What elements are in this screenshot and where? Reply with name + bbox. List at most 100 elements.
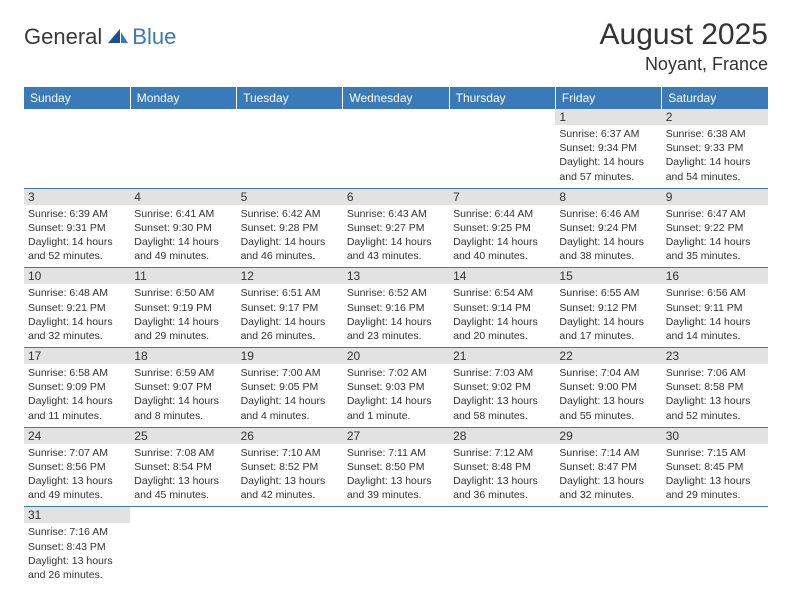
day-number: 24: [24, 428, 130, 444]
cell-sunrise: Sunrise: 6:58 AM: [28, 366, 126, 380]
cell-sunset: Sunset: 9:05 PM: [241, 380, 339, 394]
cell-sunset: Sunset: 9:11 PM: [666, 301, 764, 315]
day-number: 27: [343, 428, 449, 444]
calendar-cell: 6Sunrise: 6:43 AMSunset: 9:27 PMDaylight…: [343, 188, 449, 268]
calendar-row: 10Sunrise: 6:48 AMSunset: 9:21 PMDayligh…: [24, 268, 768, 348]
day-number: 17: [24, 348, 130, 364]
calendar-cell: 27Sunrise: 7:11 AMSunset: 8:50 PMDayligh…: [343, 427, 449, 507]
cell-dl1: Daylight: 14 hours: [666, 235, 764, 249]
cell-dl2: and 38 minutes.: [559, 249, 657, 263]
day-number: 31: [24, 507, 130, 523]
day-header: Sunday: [24, 87, 130, 109]
cell-dl1: Daylight: 13 hours: [559, 394, 657, 408]
calendar-row: 1Sunrise: 6:37 AMSunset: 9:34 PMDaylight…: [24, 109, 768, 188]
calendar-cell: [449, 507, 555, 586]
day-number: 20: [343, 348, 449, 364]
cell-dl1: Daylight: 14 hours: [134, 315, 232, 329]
cell-dl2: and 52 minutes.: [666, 409, 764, 423]
cell-dl1: Daylight: 13 hours: [28, 554, 126, 568]
cell-sunset: Sunset: 9:28 PM: [241, 221, 339, 235]
cell-sunset: Sunset: 9:34 PM: [559, 141, 657, 155]
day-header: Monday: [130, 87, 236, 109]
day-header: Thursday: [449, 87, 555, 109]
day-number: 25: [130, 428, 236, 444]
day-header: Tuesday: [237, 87, 343, 109]
calendar-cell: [449, 109, 555, 188]
calendar-cell: 31Sunrise: 7:16 AMSunset: 8:43 PMDayligh…: [24, 507, 130, 586]
day-number: 19: [237, 348, 343, 364]
month-title: August 2025: [600, 18, 768, 52]
cell-dl1: Daylight: 13 hours: [28, 474, 126, 488]
cell-dl2: and 32 minutes.: [28, 329, 126, 343]
calendar-cell: 12Sunrise: 6:51 AMSunset: 9:17 PMDayligh…: [237, 268, 343, 348]
cell-dl2: and 54 minutes.: [666, 170, 764, 184]
cell-sunrise: Sunrise: 7:10 AM: [241, 446, 339, 460]
calendar-cell: 16Sunrise: 6:56 AMSunset: 9:11 PMDayligh…: [662, 268, 768, 348]
cell-sunrise: Sunrise: 6:39 AM: [28, 207, 126, 221]
cell-sunrise: Sunrise: 6:51 AM: [241, 286, 339, 300]
cell-dl2: and 26 minutes.: [241, 329, 339, 343]
day-number: 2: [662, 109, 768, 125]
location-label: Noyant, France: [600, 54, 768, 75]
calendar-cell: [130, 109, 236, 188]
cell-sunrise: Sunrise: 7:11 AM: [347, 446, 445, 460]
logo: General Blue: [24, 24, 176, 50]
calendar-row: 17Sunrise: 6:58 AMSunset: 9:09 PMDayligh…: [24, 348, 768, 428]
day-number: 7: [449, 189, 555, 205]
page-header: General Blue August 2025 Noyant, France: [0, 0, 792, 83]
cell-dl1: Daylight: 13 hours: [666, 474, 764, 488]
cell-sunset: Sunset: 9:17 PM: [241, 301, 339, 315]
day-number: 14: [449, 268, 555, 284]
day-number: 13: [343, 268, 449, 284]
cell-dl1: Daylight: 14 hours: [134, 235, 232, 249]
calendar-cell: [343, 507, 449, 586]
calendar-cell: [555, 507, 661, 586]
cell-sunset: Sunset: 9:22 PM: [666, 221, 764, 235]
cell-dl1: Daylight: 14 hours: [347, 235, 445, 249]
calendar-cell: 21Sunrise: 7:03 AMSunset: 9:02 PMDayligh…: [449, 348, 555, 428]
day-number: 23: [662, 348, 768, 364]
calendar-cell: 14Sunrise: 6:54 AMSunset: 9:14 PMDayligh…: [449, 268, 555, 348]
day-number: 15: [555, 268, 661, 284]
day-header-row: SundayMondayTuesdayWednesdayThursdayFrid…: [24, 87, 768, 109]
cell-sunset: Sunset: 9:02 PM: [453, 380, 551, 394]
cell-sunset: Sunset: 9:00 PM: [559, 380, 657, 394]
day-number: 10: [24, 268, 130, 284]
cell-sunset: Sunset: 8:45 PM: [666, 460, 764, 474]
cell-dl2: and 42 minutes.: [241, 488, 339, 502]
calendar-cell: [343, 109, 449, 188]
calendar-cell: 10Sunrise: 6:48 AMSunset: 9:21 PMDayligh…: [24, 268, 130, 348]
day-number: 3: [24, 189, 130, 205]
cell-dl2: and 36 minutes.: [453, 488, 551, 502]
day-number: 5: [237, 189, 343, 205]
calendar-cell: 24Sunrise: 7:07 AMSunset: 8:56 PMDayligh…: [24, 427, 130, 507]
day-number: 21: [449, 348, 555, 364]
cell-sunset: Sunset: 8:58 PM: [666, 380, 764, 394]
cell-sunrise: Sunrise: 6:42 AM: [241, 207, 339, 221]
cell-dl2: and 26 minutes.: [28, 568, 126, 582]
cell-sunset: Sunset: 9:19 PM: [134, 301, 232, 315]
calendar-cell: 17Sunrise: 6:58 AMSunset: 9:09 PMDayligh…: [24, 348, 130, 428]
cell-dl1: Daylight: 14 hours: [241, 315, 339, 329]
calendar-cell: 23Sunrise: 7:06 AMSunset: 8:58 PMDayligh…: [662, 348, 768, 428]
day-number: 29: [555, 428, 661, 444]
calendar-cell: [130, 507, 236, 586]
cell-sunrise: Sunrise: 6:38 AM: [666, 127, 764, 141]
cell-sunrise: Sunrise: 6:48 AM: [28, 286, 126, 300]
cell-sunset: Sunset: 8:47 PM: [559, 460, 657, 474]
day-number: 8: [555, 189, 661, 205]
calendar-cell: 22Sunrise: 7:04 AMSunset: 9:00 PMDayligh…: [555, 348, 661, 428]
cell-sunset: Sunset: 9:03 PM: [347, 380, 445, 394]
cell-sunset: Sunset: 9:07 PM: [134, 380, 232, 394]
day-number: 18: [130, 348, 236, 364]
day-header: Wednesday: [343, 87, 449, 109]
cell-sunrise: Sunrise: 7:02 AM: [347, 366, 445, 380]
cell-dl1: Daylight: 14 hours: [453, 315, 551, 329]
cell-dl2: and 29 minutes.: [134, 329, 232, 343]
cell-dl1: Daylight: 13 hours: [241, 474, 339, 488]
calendar-cell: 28Sunrise: 7:12 AMSunset: 8:48 PMDayligh…: [449, 427, 555, 507]
cell-dl2: and 45 minutes.: [134, 488, 232, 502]
cell-sunset: Sunset: 8:52 PM: [241, 460, 339, 474]
cell-dl2: and 20 minutes.: [453, 329, 551, 343]
cell-sunrise: Sunrise: 7:14 AM: [559, 446, 657, 460]
